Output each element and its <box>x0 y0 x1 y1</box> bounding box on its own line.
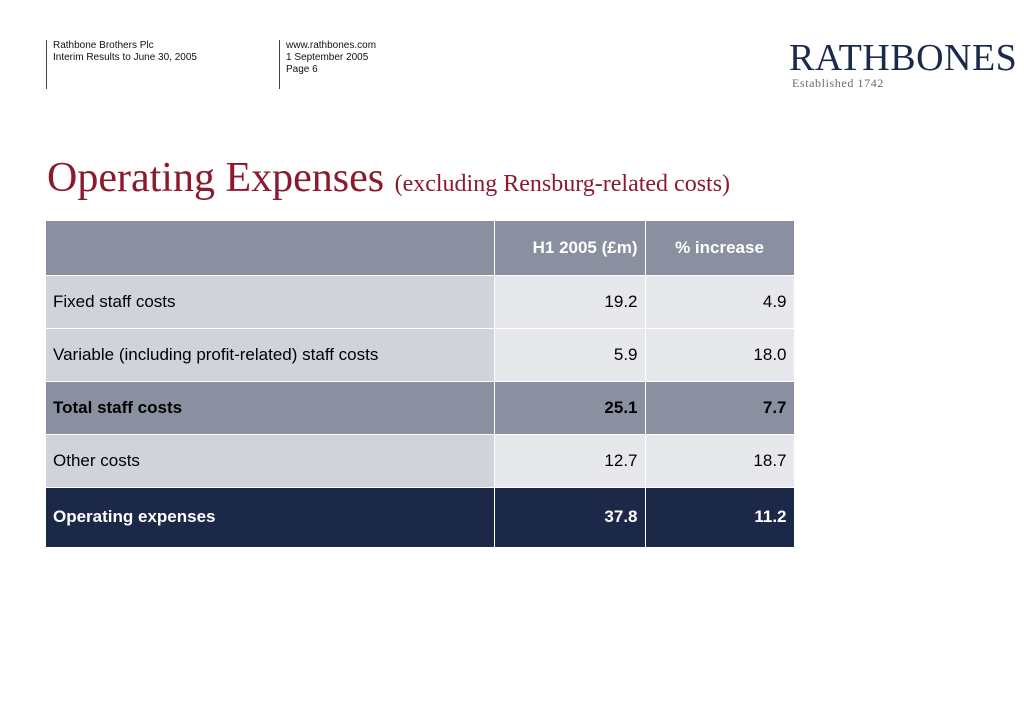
table-row-subtotal: Total staff costs 25.1 7.7 <box>46 381 795 435</box>
row-h1-value: 25.1 <box>494 381 646 435</box>
row-pct-value: 4.9 <box>645 275 795 329</box>
website-link[interactable]: www.rathbones.com <box>286 40 377 51</box>
row-pct-value: 11.2 <box>645 487 795 548</box>
company-name: Rathbone Brothers Plc <box>53 40 154 51</box>
logo-wordmark: RATHBONES <box>789 37 1018 79</box>
row-label: Total staff costs <box>46 381 495 435</box>
row-label: Other costs <box>46 434 495 488</box>
table-row-total: Operating expenses 37.8 11.2 <box>46 487 795 548</box>
row-label: Fixed staff costs <box>46 275 495 329</box>
report-title: Interim Results to June 30, 2005 <box>53 52 197 63</box>
table-row: Fixed staff costs 19.2 4.9 <box>46 275 795 329</box>
row-h1-value: 12.7 <box>494 434 646 488</box>
row-h1-value: 37.8 <box>494 487 646 548</box>
title-main: Operating Expenses <box>47 155 385 201</box>
row-pct-value: 18.0 <box>645 328 795 382</box>
table-header-row: H1 2005 (£m) % increase <box>46 221 795 276</box>
row-label: Operating expenses <box>46 487 495 548</box>
operating-expenses-table: H1 2005 (£m) % increase Fixed staff cost… <box>46 221 795 548</box>
title-subtitle: (excluding Rensburg-related costs) <box>394 171 731 197</box>
column-header-h1-2005: H1 2005 (£m) <box>494 221 646 276</box>
row-h1-value: 19.2 <box>494 275 646 329</box>
rathbones-logo: RATHBONES Established 1742 <box>789 37 1018 91</box>
page-number: Page 6 <box>286 64 318 75</box>
row-h1-value: 5.9 <box>494 328 646 382</box>
logo-tagline: Established 1742 <box>792 76 884 90</box>
header-meta-block: www.rathbones.com 1 September 2005 Page … <box>279 40 376 89</box>
row-pct-value: 18.7 <box>645 434 795 488</box>
table-row: Variable (including profit-related) staf… <box>46 328 795 382</box>
page-title: Operating Expenses (excluding Rensburg-r… <box>47 152 730 210</box>
table-row: Other costs 12.7 18.7 <box>46 434 795 488</box>
row-label: Variable (including profit-related) staf… <box>46 328 495 382</box>
header-company-block: Rathbone Brothers Plc Interim Results to… <box>46 40 197 89</box>
report-date: 1 September 2005 <box>286 52 369 63</box>
column-header-label <box>46 221 495 276</box>
column-header-pct-increase: % increase <box>645 221 795 276</box>
row-pct-value: 7.7 <box>645 381 795 435</box>
